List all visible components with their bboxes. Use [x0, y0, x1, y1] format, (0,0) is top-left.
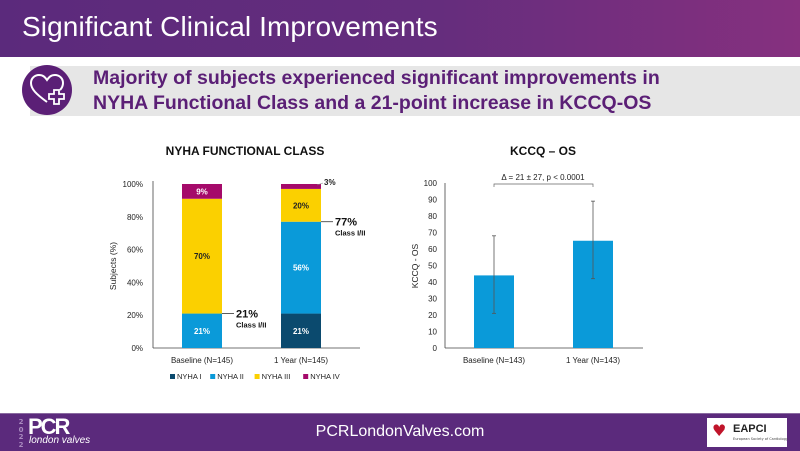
nyha-y-tick-label: 0% — [131, 344, 143, 353]
nyha-bar-segment — [182, 184, 222, 199]
subtitle-banner — [30, 66, 800, 116]
nyha-data-label: 70% — [194, 252, 210, 261]
subtitle-line-2: NYHA Functional Class and a 21-point inc… — [93, 92, 652, 114]
nyha-bar-segment — [281, 313, 321, 348]
nyha-annotation-text: Class I/II — [236, 321, 266, 330]
nyha-y-tick-label: 80% — [127, 213, 143, 222]
nyha-y-tick-label: 60% — [127, 246, 143, 255]
nyha-legend-label: NYHA IV — [310, 372, 340, 381]
nyha-legend-swatch — [170, 374, 175, 379]
nyha-data-label: 56% — [293, 264, 309, 273]
footer-url[interactable]: PCRLondonValves.com — [315, 423, 485, 440]
kccq-x-tick-label: Baseline (N=143) — [463, 356, 525, 365]
slide-header: Significant Clinical Improvements — [0, 0, 800, 57]
kccq-y-tick-label: 40 — [428, 278, 437, 287]
nyha-data-label: 9% — [196, 187, 208, 196]
nyha-bar-segment — [281, 188, 321, 222]
kccq-y-tick-label: 70 — [428, 229, 437, 238]
nyha-bar-segment — [182, 313, 222, 348]
nyha-data-label: 21% — [293, 327, 309, 336]
nyha-legend-swatch — [303, 374, 309, 379]
logo-brand: PCR — [28, 414, 70, 439]
kccq-significance-bracket — [493, 183, 594, 187]
subtitle-line-1: Majority of subjects experienced signifi… — [93, 67, 660, 89]
nyha-annotation-value: 77% — [335, 217, 357, 229]
kccq-y-tick-label: 20 — [428, 311, 437, 320]
logo-subtitle: london valves — [29, 435, 91, 446]
nyha-chart: NYHA FUNCTIONAL CLASS Subjects (%) 0% 20%… — [108, 144, 365, 381]
heart-plus-icon — [22, 65, 72, 115]
nyha-bar-segment — [182, 198, 222, 314]
nyha-annotation-value: 21% — [236, 309, 258, 321]
subtitle-text: Majority of subjects experienced signifi… — [93, 66, 773, 116]
eapci-tagline: European Society of Cardiology — [733, 437, 788, 441]
nyha-x-tick-label: Baseline (N=145) — [171, 356, 233, 365]
kccq-y-tick-label: 90 — [428, 196, 437, 205]
kccq-y-tick-label: 100 — [424, 179, 438, 188]
kccq-y-tick-label: 80 — [428, 212, 437, 221]
kccq-x-tick-label: 1 Year (N=143) — [566, 356, 620, 365]
slide-title: Significant Clinical Improvements — [22, 11, 438, 42]
nyha-legend-label: NYHA III — [262, 372, 291, 381]
nyha-y-axis-label: Subjects (%) — [108, 242, 118, 290]
kccq-significance-annotation: Δ = 21 ± 27, p < 0.0001 — [501, 173, 585, 182]
nyha-y-tick-label: 100% — [123, 180, 143, 189]
nyha-x-tick-label: 1 Year (N=145) — [274, 356, 328, 365]
kccq-y-tick-label: 0 — [433, 344, 438, 353]
eapci-name: EAPCI — [733, 423, 767, 435]
nyha-legend-label: NYHA II — [217, 372, 244, 381]
nyha-annotation-text: Class I/II — [335, 229, 365, 238]
nyha-bar-segment — [281, 184, 321, 189]
nyha-leader-line — [316, 182, 324, 186]
kccq-y-tick-label: 50 — [428, 262, 437, 271]
nyha-y-tick-label: 20% — [127, 311, 143, 320]
nyha-data-label: 21% — [194, 327, 210, 336]
nyha-y-tick-label: 40% — [127, 278, 143, 287]
heart-icon: ♥ — [712, 421, 727, 440]
kccq-y-tick-label: 10 — [428, 328, 437, 337]
nyha-legend-swatch — [254, 374, 260, 379]
kccq-chart-title: KCCQ – OS — [510, 144, 576, 158]
kccq-y-tick-label: 60 — [428, 245, 437, 254]
eapci-logo: ♥ EAPCI European Society of Cardiology — [707, 418, 788, 447]
kccq-y-tick-label: 30 — [428, 295, 437, 304]
nyha-legend-label: NYHA I — [177, 372, 202, 381]
nyha-legend-swatch — [210, 374, 216, 379]
nyha-bar-segment — [281, 221, 321, 314]
kccq-chart: KCCQ – OS KCCQ - OS Δ = 21 ± 27, p < 0.0… — [410, 144, 643, 365]
nyha-chart-title: NYHA FUNCTIONAL CLASS — [166, 144, 325, 158]
nyha-data-label: 3% — [324, 178, 336, 187]
kccq-y-axis-label: KCCQ - OS — [410, 243, 420, 288]
nyha-data-label: 20% — [293, 201, 309, 210]
